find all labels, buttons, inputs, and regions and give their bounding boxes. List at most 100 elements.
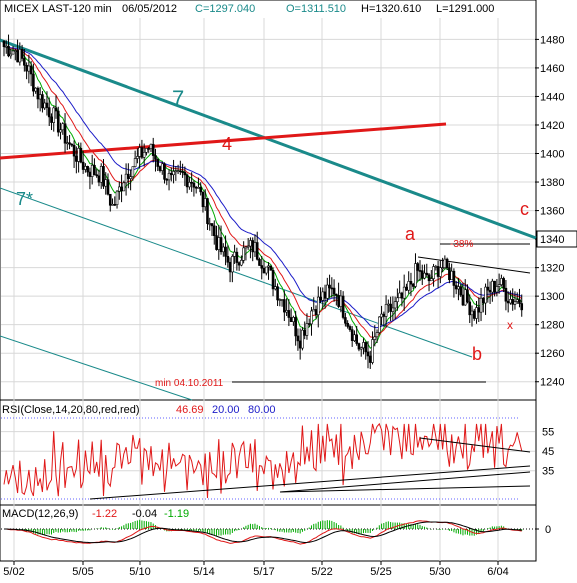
candle-body — [479, 297, 483, 313]
candle-body — [93, 164, 96, 176]
candle-body — [326, 284, 329, 299]
candle-body — [393, 301, 397, 309]
candle-body — [25, 64, 28, 72]
candle-body — [267, 265, 270, 268]
candle-body — [165, 179, 169, 181]
candle-body — [366, 351, 370, 357]
price-tick-label: 1380 — [540, 177, 564, 189]
candle-body — [210, 223, 214, 227]
candle-body — [335, 293, 338, 296]
candle-body — [185, 174, 189, 188]
candle-body — [292, 317, 295, 323]
candle-body — [296, 335, 300, 342]
candle-body — [375, 332, 379, 338]
candle-body — [79, 147, 83, 163]
candle-body — [310, 310, 313, 325]
candle-body — [371, 339, 374, 363]
candle-body — [111, 204, 114, 206]
macd-hist: -1.19 — [164, 508, 189, 520]
candle-body — [312, 309, 316, 312]
candle-body — [434, 266, 438, 268]
macd-lines — [1, 519, 535, 545]
candle-body — [188, 181, 191, 188]
candle-body — [249, 240, 252, 247]
candle-body — [355, 334, 358, 344]
candle-body — [199, 187, 202, 193]
annotation-label: a — [405, 224, 416, 244]
candle-body — [486, 286, 490, 291]
candle-body — [61, 123, 65, 131]
candle-body — [391, 307, 395, 312]
candle-body — [362, 342, 365, 349]
candle-body — [459, 286, 462, 296]
open-label: O=1311.510 — [286, 3, 346, 15]
candle-body — [95, 174, 98, 177]
channel-bottom-line — [0, 335, 193, 401]
candle-body — [274, 286, 277, 290]
time-tick-label: 5/22 — [311, 566, 332, 578]
macd-tick-label: 0 — [545, 524, 551, 536]
candle-body — [493, 280, 496, 293]
axes: 1240 1260 1280 1300 1320 1340 1360 1380 1400 1420… — [3, 34, 564, 578]
price-tick-label: 1320 — [540, 263, 564, 275]
candle-body — [32, 73, 35, 92]
time-tick-label: 5/30 — [429, 566, 450, 578]
candle-body — [378, 316, 381, 333]
candle-body — [11, 50, 15, 55]
candle-body — [337, 295, 340, 307]
candle-body — [461, 294, 465, 306]
candle-body — [416, 263, 420, 271]
macd-signal-line — [4, 521, 522, 544]
candle-body — [113, 204, 117, 206]
candle-body — [190, 181, 193, 184]
candle-body — [359, 347, 363, 350]
candle-body — [341, 295, 345, 318]
candle-body — [129, 176, 132, 179]
candle-body — [328, 284, 331, 289]
rsi-high-level: 80.00 — [248, 404, 276, 416]
candle-body — [106, 179, 110, 195]
candle-body — [364, 342, 368, 353]
macd-value: -1.22 — [92, 508, 117, 520]
annotation-label: -38% — [450, 239, 473, 250]
candle-body — [2, 40, 6, 48]
candle-body — [154, 155, 157, 160]
candle-body — [509, 299, 512, 304]
annotations: 7 4 7* a b c x -38% min 04.10.2011 — [16, 86, 529, 389]
candle-body — [285, 310, 288, 313]
candle-body — [454, 285, 458, 290]
candle-body — [400, 292, 404, 299]
candle-body — [452, 270, 456, 286]
time-tick-label: 5/05 — [72, 566, 93, 578]
candle-body — [240, 260, 243, 266]
rsi-tick-label: 35 — [542, 466, 554, 478]
candle-body — [491, 280, 494, 293]
candle-body — [264, 266, 268, 274]
candle-body — [118, 186, 121, 192]
time-tick-label: 5/02 — [3, 566, 24, 578]
candle-body — [140, 147, 144, 158]
candle-body — [38, 94, 42, 100]
candle-body — [457, 286, 460, 290]
candle-body — [9, 53, 13, 57]
candle-body — [407, 281, 410, 291]
candle-body — [294, 317, 297, 337]
candle-body — [192, 182, 196, 188]
candle-body — [90, 164, 94, 177]
candle-body — [319, 296, 322, 301]
candle-body — [405, 286, 408, 291]
candle-body — [228, 261, 232, 273]
candle-body — [301, 329, 304, 349]
ma-mid-line — [4, 46, 522, 338]
macd-panel — [0, 504, 537, 562]
moving-averages — [3, 46, 523, 349]
candle-body — [215, 235, 218, 250]
candle-body — [131, 166, 135, 177]
candle-body — [511, 299, 514, 305]
candle-body — [156, 159, 160, 167]
candle-body — [305, 323, 309, 336]
candle-body — [174, 170, 178, 173]
candle-body — [97, 175, 101, 183]
candle-body — [47, 107, 51, 118]
